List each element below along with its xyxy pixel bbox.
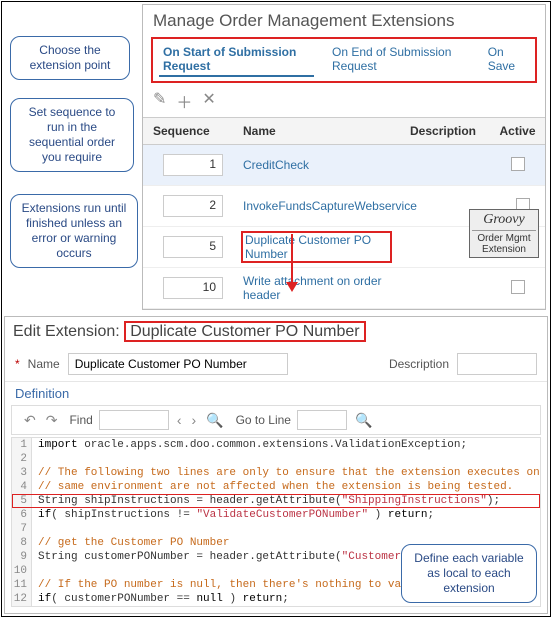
required-icon: *: [15, 357, 20, 371]
goto-label: Go to Line: [236, 413, 291, 427]
edit-icon[interactable]: ✎: [153, 89, 166, 113]
col-name[interactable]: Name: [233, 118, 400, 144]
edit-extension-title: Edit Extension: Duplicate Customer PO Nu…: [5, 317, 547, 347]
extension-link[interactable]: CreditCheck: [243, 158, 309, 172]
search-icon[interactable]: 🔍: [204, 412, 225, 429]
callout-run-until: Extensions run until finished unless an …: [10, 194, 138, 268]
groovy-icon: Groovy: [472, 212, 536, 231]
code-toolbar: ↶ ↷ Find ‹ › 🔍 Go to Line 🔍: [11, 405, 541, 435]
extension-link[interactable]: InvokeFundsCaptureWebservice: [243, 199, 417, 213]
active-checkbox[interactable]: [511, 280, 525, 294]
find-next-icon[interactable]: ›: [189, 412, 198, 428]
tab-bar: On Start of Submission Request On End of …: [151, 37, 537, 83]
name-input[interactable]: [68, 353, 288, 375]
goto-input[interactable]: [297, 410, 347, 430]
redo-icon[interactable]: ↷: [44, 412, 60, 429]
tab-0[interactable]: On Start of Submission Request: [159, 43, 314, 77]
grid-toolbar: ✎ ＋ ✕: [143, 85, 545, 117]
description-input[interactable]: [457, 353, 537, 375]
delete-icon[interactable]: ✕: [202, 89, 215, 113]
tab-2[interactable]: On Save: [484, 43, 529, 77]
table-row[interactable]: 1 CreditCheck: [143, 145, 545, 186]
sequence-input[interactable]: 5: [163, 236, 223, 258]
active-checkbox[interactable]: [511, 157, 525, 171]
col-sequence[interactable]: Sequence: [143, 118, 233, 144]
sequence-input[interactable]: 2: [163, 195, 223, 217]
undo-icon[interactable]: ↶: [22, 412, 38, 429]
extension-link[interactable]: Write attachment on order header: [243, 274, 382, 302]
sequence-input[interactable]: 1: [163, 154, 223, 176]
callout-sequence: Set sequence to run in the sequential or…: [10, 98, 134, 172]
table-row[interactable]: 10 Write attachment on order header: [143, 268, 545, 309]
order-mgmt-extension-badge: Groovy Order Mgmt Extension: [469, 209, 539, 258]
find-input[interactable]: [99, 410, 169, 430]
definition-section: Definition: [5, 381, 547, 403]
callout-extension-point: Choose the extension point: [10, 36, 130, 80]
goto-search-icon[interactable]: 🔍: [353, 412, 374, 429]
name-label: Name: [28, 357, 60, 371]
tab-1[interactable]: On End of Submission Request: [328, 43, 470, 77]
description-label: Description: [389, 357, 449, 371]
find-label: Find: [69, 413, 92, 427]
col-description[interactable]: Description: [400, 118, 490, 144]
extension-link[interactable]: Duplicate Customer PO Number: [243, 247, 390, 261]
sequence-input[interactable]: 10: [163, 277, 223, 299]
col-active[interactable]: Active: [490, 118, 545, 144]
add-icon[interactable]: ＋: [176, 89, 192, 113]
page-title: Manage Order Management Extensions: [143, 5, 545, 35]
find-prev-icon[interactable]: ‹: [175, 412, 184, 428]
callout-local-vars: Define each variable as local to each ex…: [401, 544, 537, 603]
